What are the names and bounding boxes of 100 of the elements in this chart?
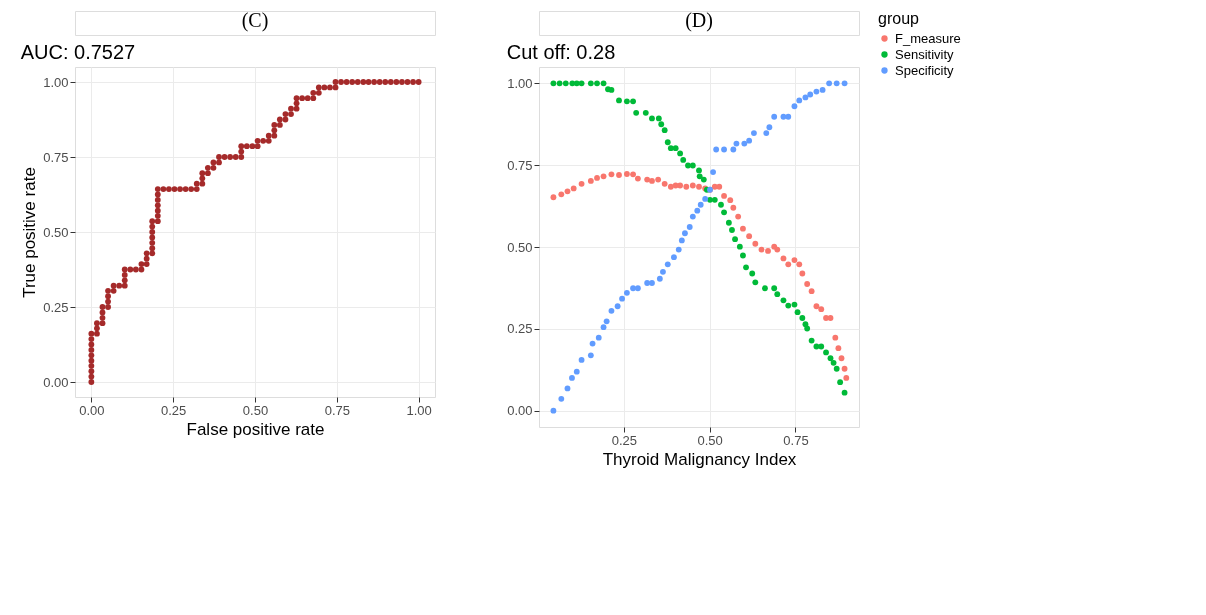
point <box>791 103 798 110</box>
point <box>835 345 842 352</box>
point <box>832 334 839 341</box>
point <box>686 224 693 230</box>
x-tick-label: 0.75 <box>783 432 809 448</box>
point <box>838 355 845 362</box>
y-tick-label: 0.25 <box>43 299 69 315</box>
point <box>600 173 607 180</box>
x-axis-title: False positive rate <box>186 419 325 439</box>
point <box>682 230 688 237</box>
text: (D) <box>685 9 713 32</box>
point <box>656 275 663 282</box>
point <box>730 146 737 153</box>
point <box>608 307 615 314</box>
point <box>823 315 829 321</box>
point <box>785 113 792 120</box>
point <box>603 318 610 325</box>
y-tick-label: 1.00 <box>507 75 533 91</box>
point <box>649 280 655 286</box>
point <box>623 171 630 177</box>
point <box>752 240 759 247</box>
point <box>780 255 787 262</box>
y-tick-label: 0.75 <box>43 149 69 165</box>
legend-title: group <box>878 10 920 27</box>
chart-title: AUC: 0.7527 <box>20 41 136 63</box>
point <box>661 180 668 187</box>
point <box>721 146 727 153</box>
point <box>710 169 716 175</box>
x-tick-label: 0.25 <box>611 432 637 448</box>
point <box>587 352 594 359</box>
point <box>741 140 748 147</box>
point <box>678 237 685 244</box>
point <box>634 285 641 292</box>
point <box>758 246 765 253</box>
point <box>675 246 682 253</box>
x-tick-label: 0.00 <box>79 402 105 418</box>
point <box>735 213 742 220</box>
point <box>689 213 696 220</box>
point <box>578 357 585 363</box>
point <box>813 88 820 95</box>
point <box>733 140 740 147</box>
point <box>608 171 615 178</box>
point <box>727 197 734 204</box>
point <box>564 385 571 392</box>
x-tick-label: 0.25 <box>161 402 187 418</box>
point <box>634 175 641 182</box>
point <box>649 177 655 184</box>
point <box>746 233 753 240</box>
y-axis-title: True positive rate <box>20 167 40 298</box>
point <box>799 270 806 277</box>
point <box>826 80 833 87</box>
point <box>713 146 720 153</box>
legend-label: F_measure <box>895 30 961 46</box>
point <box>702 195 709 202</box>
point <box>841 365 848 372</box>
x-tick-label: 1.00 <box>406 402 432 418</box>
point <box>746 137 753 144</box>
point <box>587 177 594 184</box>
point <box>570 185 577 192</box>
point <box>765 248 771 254</box>
point <box>578 180 585 187</box>
point <box>619 295 626 302</box>
point <box>630 285 636 292</box>
y-tick-label: 0.25 <box>507 321 533 337</box>
point <box>573 368 580 375</box>
point <box>791 257 798 263</box>
point <box>751 130 757 137</box>
point <box>785 261 792 268</box>
point <box>623 289 630 296</box>
point <box>595 334 602 341</box>
point <box>644 280 651 286</box>
point <box>716 183 723 190</box>
point <box>740 225 746 232</box>
point <box>614 303 621 310</box>
point <box>808 288 815 295</box>
point <box>796 261 803 268</box>
point <box>683 183 690 190</box>
point <box>677 182 684 189</box>
x-axis-title: Thyroid Malignancy Index <box>602 449 797 469</box>
point <box>841 80 848 87</box>
y-tick-label: 0.75 <box>507 157 533 173</box>
point <box>696 183 702 190</box>
point <box>819 87 826 93</box>
x-tick-label: 0.75 <box>324 402 350 418</box>
point <box>655 176 662 183</box>
point <box>558 191 565 198</box>
point <box>594 175 600 181</box>
point <box>689 182 696 189</box>
point <box>600 324 607 331</box>
y-tick-label: 0.00 <box>43 374 69 390</box>
point <box>827 315 834 321</box>
point <box>766 124 773 131</box>
point <box>804 281 811 287</box>
point <box>780 113 787 120</box>
chart-title: Cut off: 0.28 <box>506 41 616 63</box>
point <box>660 268 666 275</box>
y-tick-label: 0.50 <box>43 224 69 240</box>
point <box>569 375 575 381</box>
point <box>694 207 701 214</box>
point <box>771 113 778 120</box>
